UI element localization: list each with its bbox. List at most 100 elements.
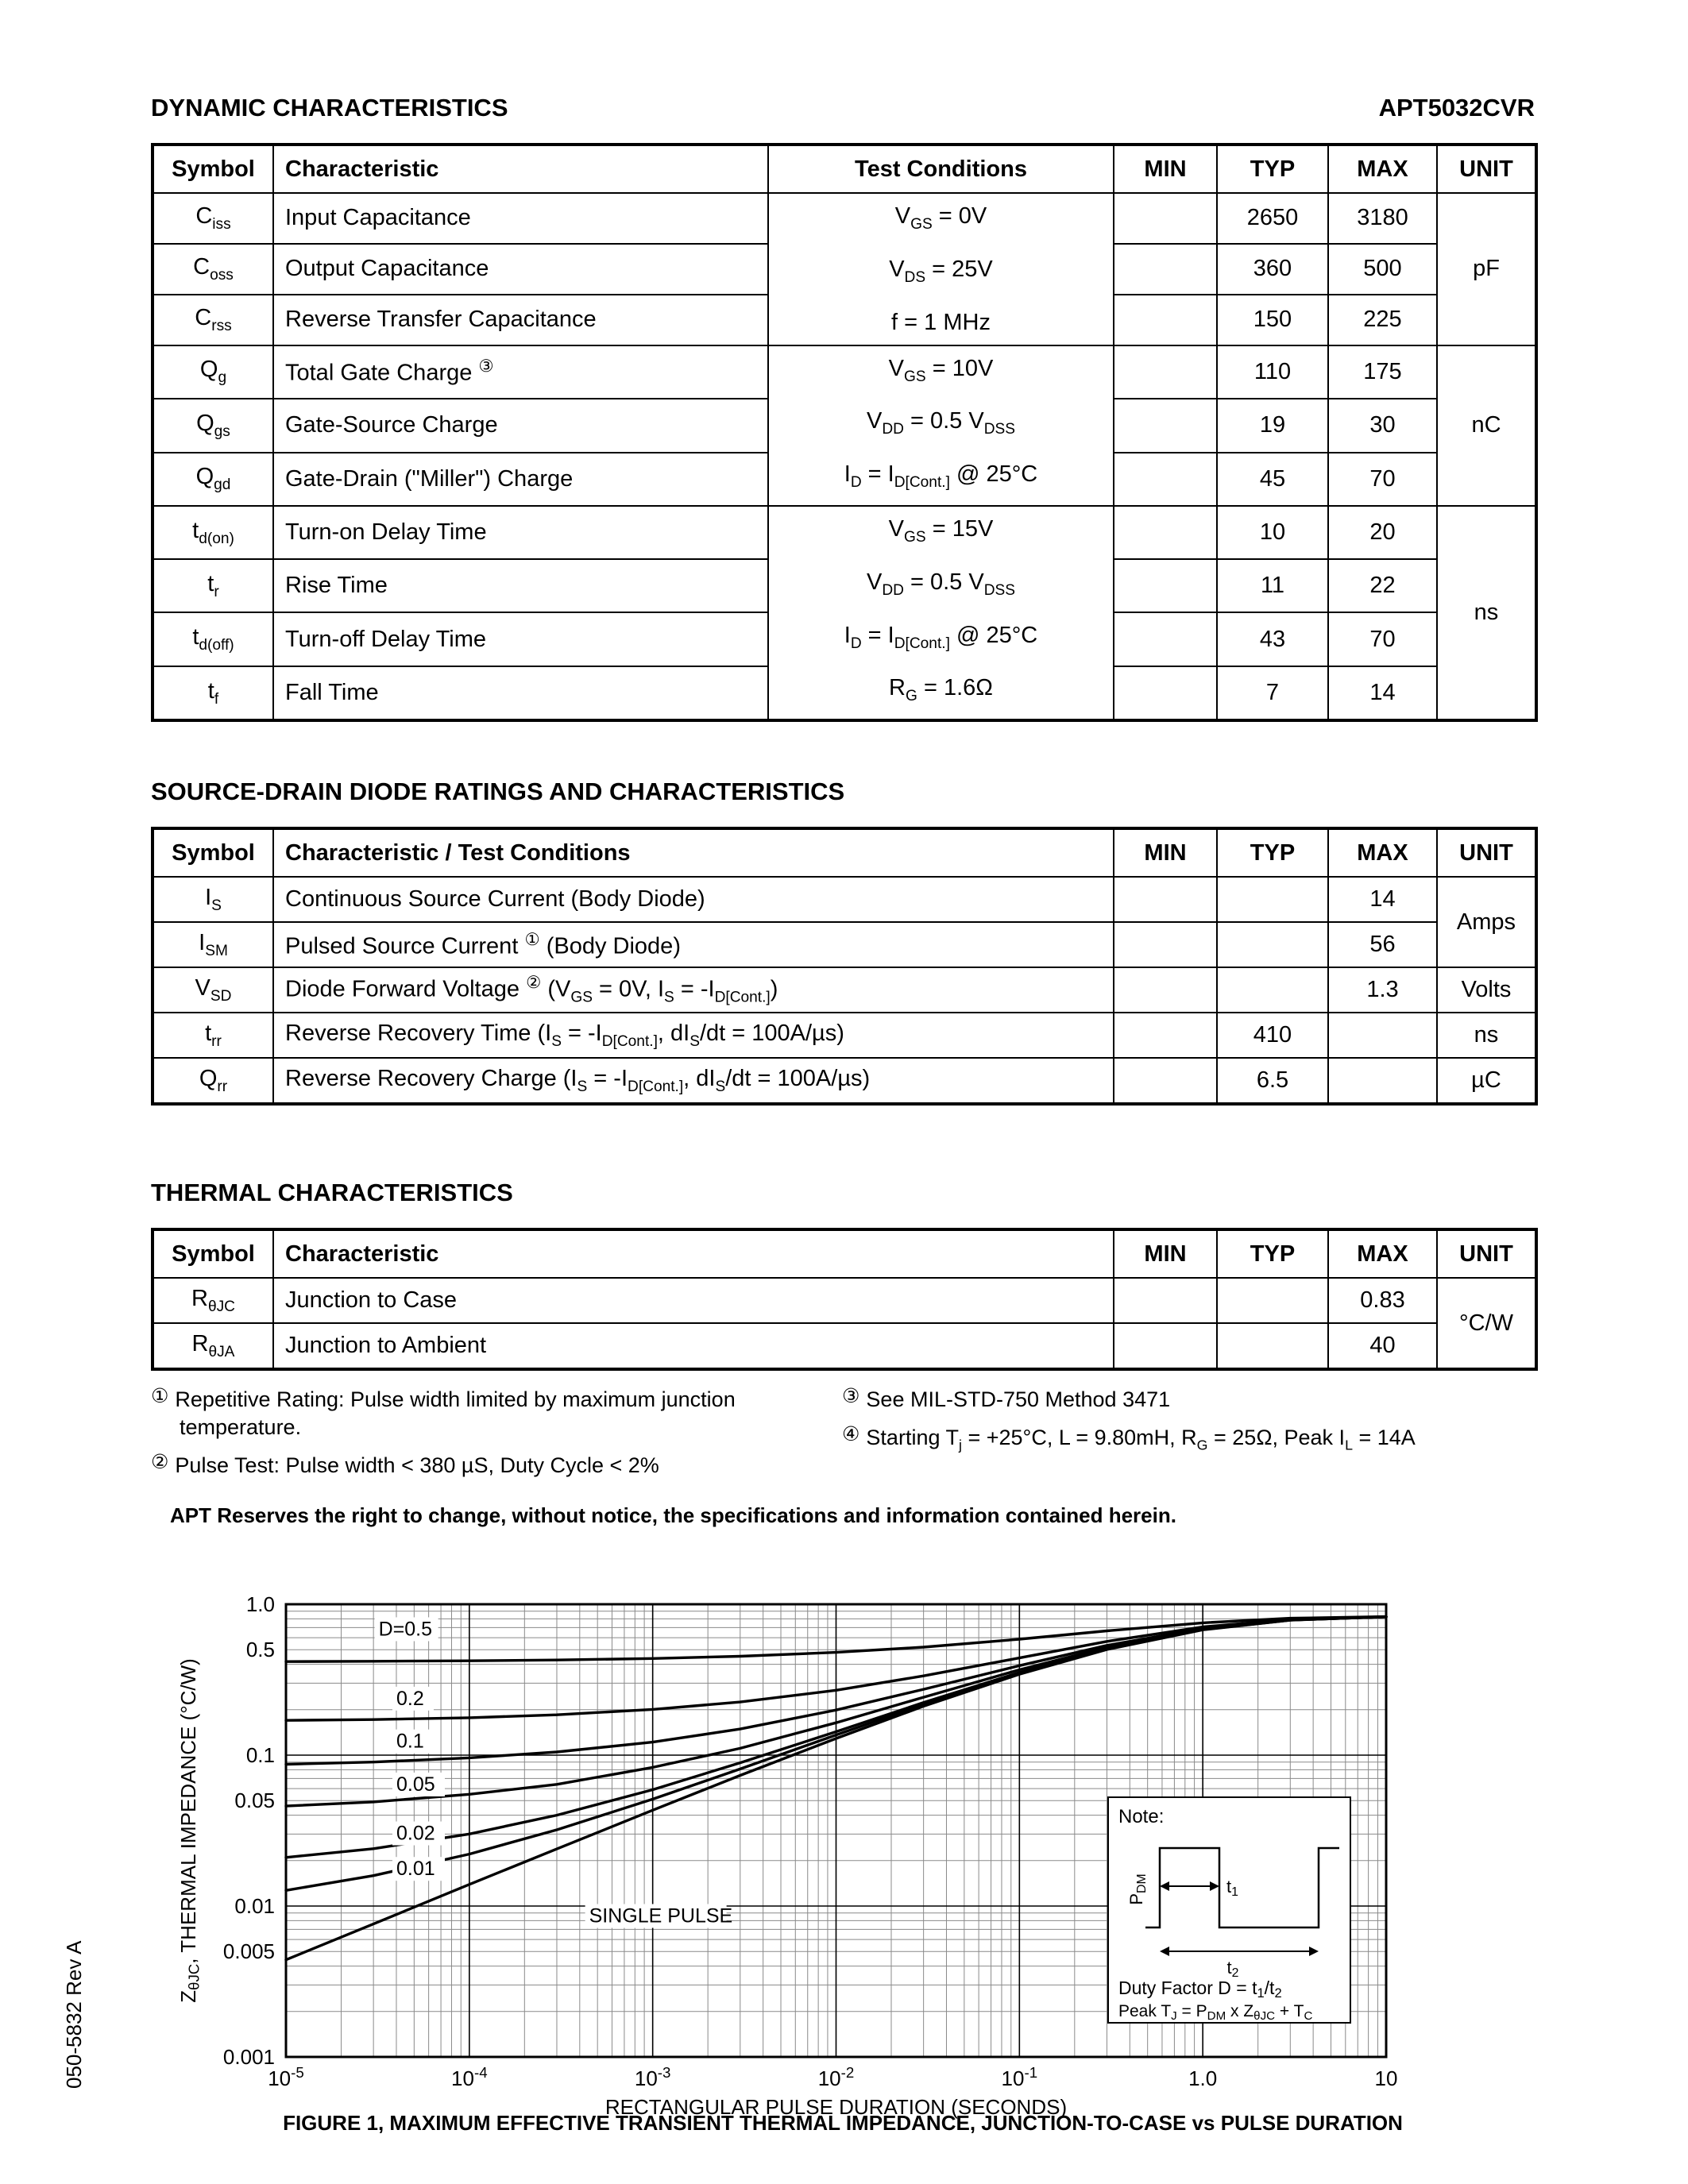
- min-value: [1113, 1057, 1218, 1106]
- document-number: 050-5832 Rev A: [62, 1940, 86, 2089]
- footnotes-left-column: ① Repetitive Rating: Pulse width limited …: [151, 1383, 810, 1488]
- footnote-2: ② Pulse Test: Pulse width < 380 µS, Duty …: [151, 1449, 810, 1480]
- section-title-diode: SOURCE-DRAIN DIODE RATINGS AND CHARACTER…: [151, 778, 845, 806]
- footnote-text: Repetitive Rating: Pulse width limited b…: [175, 1387, 736, 1440]
- min-value: [1113, 192, 1218, 245]
- table-row: tf Fall Time 7 14: [152, 665, 1536, 722]
- y-axis-label: ZθJC, THERMAL IMPEDANCE (°C/W): [176, 1658, 203, 2003]
- characteristic-cell: Gate-Source Charge: [272, 398, 769, 453]
- symbol-cell: tr: [152, 558, 274, 614]
- symbol-cell: RθJC: [152, 1277, 274, 1325]
- col-header-unit: UNIT: [1436, 828, 1537, 878]
- max-value: 70: [1327, 451, 1438, 507]
- characteristic-cell: Fall Time: [272, 665, 769, 722]
- min-value: [1113, 344, 1218, 400]
- unit-cell: pF: [1436, 192, 1537, 346]
- max-value: 40: [1327, 1322, 1438, 1371]
- x-tick-label: 10: [1375, 2066, 1398, 2090]
- unit-cell: °C/W: [1436, 1277, 1537, 1371]
- characteristic-cell: Diode Forward Voltage ② (VGS = 0V, IS = …: [272, 967, 1114, 1014]
- typ-value: [1216, 967, 1329, 1014]
- max-value: 20: [1327, 504, 1438, 561]
- unit-cell: ns: [1436, 1012, 1537, 1059]
- characteristic-cell: Input Capacitance: [272, 192, 769, 245]
- col-header-characteristic: Characteristic: [272, 1229, 1114, 1279]
- typ-value: [1216, 876, 1329, 924]
- test-conditions-cell: VGS = 15V VDD = 0.5 VDSS ID = ID[Cont.] @ …: [767, 504, 1114, 722]
- max-value: 56: [1327, 921, 1438, 969]
- typ-value: 2650: [1216, 192, 1329, 245]
- y-tick-label: 0.005: [223, 1939, 275, 1963]
- symbol-cell: trr: [152, 1012, 274, 1059]
- curve-label-bg: [392, 1857, 445, 1881]
- symbol-cell: Crss: [152, 293, 274, 346]
- min-value: [1113, 665, 1218, 722]
- col-header-typ: TYP: [1216, 828, 1329, 878]
- footnote-mark: ④: [842, 1423, 860, 1446]
- diode-ratings-table: Symbol Characteristic / Test Conditions …: [151, 827, 1538, 1106]
- typ-value: 150: [1216, 293, 1329, 346]
- table-row: Qgd Gate-Drain ("Miller") Charge 45 70: [152, 451, 1536, 507]
- t1-label: t1: [1226, 1877, 1238, 1899]
- min-value: [1113, 293, 1218, 346]
- col-header-max: MAX: [1327, 1229, 1438, 1279]
- x-tick-label: 10-5: [268, 2064, 304, 2090]
- footnote-mark: ③: [842, 1385, 860, 1408]
- curve-label: SINGLE PULSE: [589, 1905, 733, 1927]
- characteristic-cell: Reverse Transfer Capacitance: [272, 293, 769, 346]
- pulse-waveform: [1145, 1846, 1339, 1929]
- table-row: Qgs Gate-Source Charge 19 30: [152, 398, 1536, 453]
- col-header-min: MIN: [1113, 1229, 1218, 1279]
- min-value: [1113, 504, 1218, 561]
- table-row: Coss Output Capacitance 360 500: [152, 242, 1536, 295]
- curve-label: 0.05: [396, 1773, 435, 1796]
- symbol-cell: Qg: [152, 344, 274, 400]
- typ-value: 11: [1216, 558, 1329, 614]
- dynamic-characteristics-table: Symbol Characteristic Test Conditions MI…: [151, 143, 1538, 723]
- unit-cell: µC: [1436, 1057, 1537, 1106]
- footnote-text: See MIL-STD-750 Method 3471: [866, 1387, 1171, 1412]
- symbol-cell: Coss: [152, 242, 274, 295]
- table-row: RθJA Junction to Ambient 40: [152, 1322, 1536, 1371]
- curve-label: 0.1: [396, 1731, 424, 1753]
- col-header-symbol: Symbol: [152, 1229, 274, 1279]
- footnote-mark: ①: [151, 1385, 169, 1408]
- min-value: [1113, 921, 1218, 969]
- characteristic-cell: Total Gate Charge ③: [272, 344, 769, 400]
- symbol-cell: td(off): [152, 612, 274, 667]
- y-tick-label: 0.5: [246, 1638, 275, 1661]
- typ-value: 360: [1216, 242, 1329, 295]
- typ-value: 19: [1216, 398, 1329, 453]
- curve-label: D=0.5: [379, 1618, 432, 1640]
- characteristic-cell: Output Capacitance: [272, 242, 769, 295]
- symbol-cell: IS: [152, 876, 274, 924]
- table-row: Crss Reverse Transfer Capacitance 150 22…: [152, 293, 1536, 346]
- y-tick-label: 0.1: [246, 1743, 275, 1767]
- curve-label-bg: [392, 1686, 434, 1711]
- part-number: APT5032CVR: [1378, 94, 1535, 122]
- unit-cell: ns: [1436, 504, 1537, 722]
- table-row: Qg Total Gate Charge ③ VGS = 10V VDD = 0.…: [152, 344, 1537, 507]
- curve-label-bg: [374, 1617, 438, 1642]
- typ-value: 7: [1216, 665, 1329, 722]
- t2-label: t2: [1227, 1958, 1239, 1980]
- characteristic-cell: Reverse Recovery Charge (IS = -ID[Cont.]…: [272, 1057, 1114, 1106]
- symbol-cell: Qgs: [152, 398, 274, 453]
- min-value: [1113, 1277, 1218, 1325]
- max-value: [1327, 1012, 1438, 1059]
- curve-label: 0.01: [396, 1858, 435, 1880]
- figure-1: 1.0 0.5 0.1 0.05 0.01 0.005 0.001 10-5 10-4 10-3 1…: [119, 1569, 1470, 2128]
- min-value: [1113, 967, 1218, 1014]
- max-value: [1327, 1057, 1438, 1106]
- typ-value: [1216, 1277, 1329, 1325]
- max-value: 225: [1327, 293, 1438, 346]
- min-value: [1113, 451, 1218, 507]
- typ-value: 43: [1216, 612, 1329, 667]
- col-header-typ: TYP: [1216, 1229, 1329, 1279]
- min-value: [1113, 612, 1218, 667]
- x-tick-label: 10-4: [451, 2064, 488, 2090]
- section-title-dynamic-characteristics: DYNAMIC CHARACTERISTICS: [151, 94, 508, 122]
- test-conditions-cell: VGS = 10V VDD = 0.5 VDSS ID = ID[Cont.] @ …: [767, 344, 1114, 507]
- col-header-min: MIN: [1113, 828, 1218, 878]
